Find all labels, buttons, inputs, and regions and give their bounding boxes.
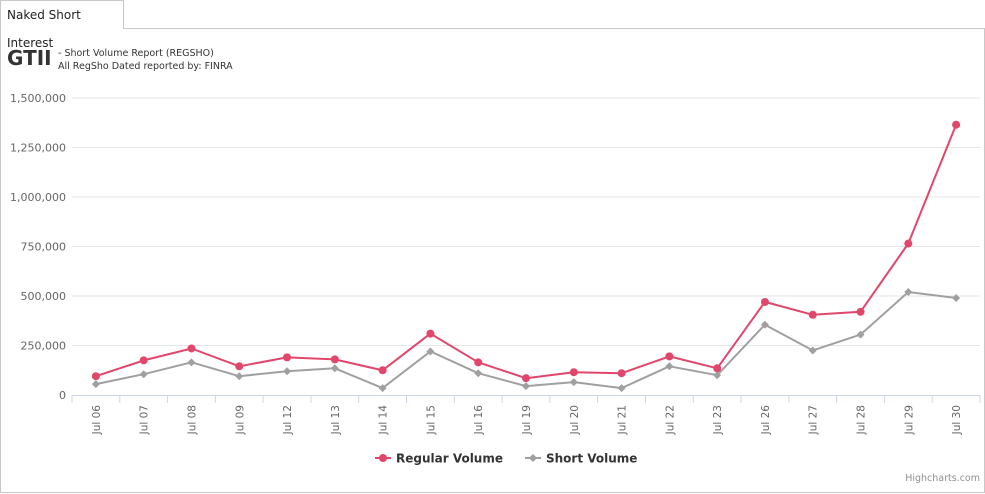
regular-volume-point [330, 355, 339, 364]
x-tick-label: Jul 23 [712, 405, 724, 435]
x-tick-label: Jul 27 [808, 405, 820, 435]
short-volume-point [235, 372, 244, 381]
x-tick-label: Jul 07 [139, 405, 151, 435]
x-tick-label: Jul 29 [903, 405, 915, 435]
regular-volume-point [91, 372, 100, 381]
x-tick-label: Jul 28 [856, 405, 868, 435]
chart-panel [0, 28, 985, 493]
x-tick-label: Jul 12 [282, 405, 294, 435]
regular-volume-point [808, 310, 817, 319]
legend-symbol-marker [529, 454, 537, 462]
short-volume-point [522, 382, 530, 391]
short-volume-point [283, 367, 292, 376]
legend-label: Regular Volume [396, 452, 503, 466]
regular-volume-point [904, 239, 913, 248]
y-tick-label: 750,000 [21, 241, 67, 254]
legend-symbol-marker [379, 454, 387, 462]
highcharts-credits[interactable]: Highcharts.com [905, 473, 980, 484]
x-tick-label: Jul 20 [569, 405, 581, 435]
regular-volume-point [569, 368, 578, 377]
legend-item-short-volume[interactable]: Short Volume [525, 452, 637, 466]
y-tick-label: 500,000 [21, 290, 67, 303]
x-tick-label: Jul 13 [330, 405, 342, 435]
short-volume-point [426, 347, 435, 356]
x-tick-label: Jul 21 [617, 405, 629, 435]
short-volume-point [139, 370, 148, 379]
regular-volume-point [760, 297, 769, 306]
x-tick-label: Jul 30 [951, 405, 963, 435]
regular-volume-point [665, 352, 674, 361]
regular-volume-point [426, 329, 435, 338]
short-volume-point [91, 380, 100, 389]
x-tick-label: Jul 08 [186, 405, 198, 435]
short-volume-point [713, 371, 722, 380]
regular-volume-point [713, 364, 722, 373]
short-volume-point [617, 384, 626, 393]
short-volume-point [330, 364, 339, 373]
y-tick-label: 1,500,000 [10, 92, 66, 105]
legend-item-regular-volume[interactable]: Regular Volume [375, 452, 503, 466]
y-tick-label: 0 [59, 389, 66, 402]
x-tick-label: Jul 09 [234, 405, 246, 435]
regular-volume-point [617, 369, 626, 378]
x-tick-label: Jul 16 [473, 405, 485, 436]
tab-naked-short-interest[interactable]: Naked Short Interest [0, 0, 124, 50]
short-volume-line [94, 291, 958, 390]
ticker-symbol: GTII [7, 46, 52, 70]
y-tick-label: 250,000 [21, 340, 67, 353]
short-volume-point [904, 288, 913, 297]
regular-volume-point [474, 358, 483, 367]
y-tick-label: 1,000,000 [10, 191, 66, 204]
x-tick-label: Jul 26 [760, 405, 772, 436]
short-volume-point [665, 362, 674, 371]
x-tick-label: Jul 14 [378, 405, 390, 436]
short-volume-point [952, 293, 961, 302]
x-tick-label: Jul 19 [521, 405, 533, 435]
regular-volume-point [378, 366, 387, 375]
short-volume-point [569, 378, 578, 387]
regular-volume-point [283, 353, 292, 362]
short-volume-point [808, 346, 817, 355]
regular-volume-point [952, 120, 961, 129]
regular-volume-point [235, 362, 244, 371]
regular-volume-point [522, 374, 530, 383]
short-volume-point [378, 384, 387, 393]
short-volume-point [760, 320, 769, 329]
regular-volume-point [187, 344, 196, 353]
y-tick-label: 1,250,000 [10, 142, 66, 155]
short-volume-point [474, 369, 483, 378]
short-volume-point [187, 358, 196, 367]
regular-volume-point [139, 356, 148, 365]
source-line: All RegSho Dated reported by: FINRA [58, 61, 233, 72]
regular-volume-line [94, 123, 958, 380]
regular-volume-point [856, 307, 865, 316]
x-tick-label: Jul 06 [91, 405, 103, 436]
x-tick-label: Jul 22 [664, 405, 676, 435]
legend-label: Short Volume [546, 452, 637, 466]
report-line: - Short Volume Report (REGSHO) [58, 48, 214, 59]
short-volume-point [856, 330, 865, 339]
x-tick-label: Jul 15 [425, 405, 437, 435]
chart-subtitle: - Short Volume Report (REGSHO) All RegSh… [58, 47, 233, 73]
